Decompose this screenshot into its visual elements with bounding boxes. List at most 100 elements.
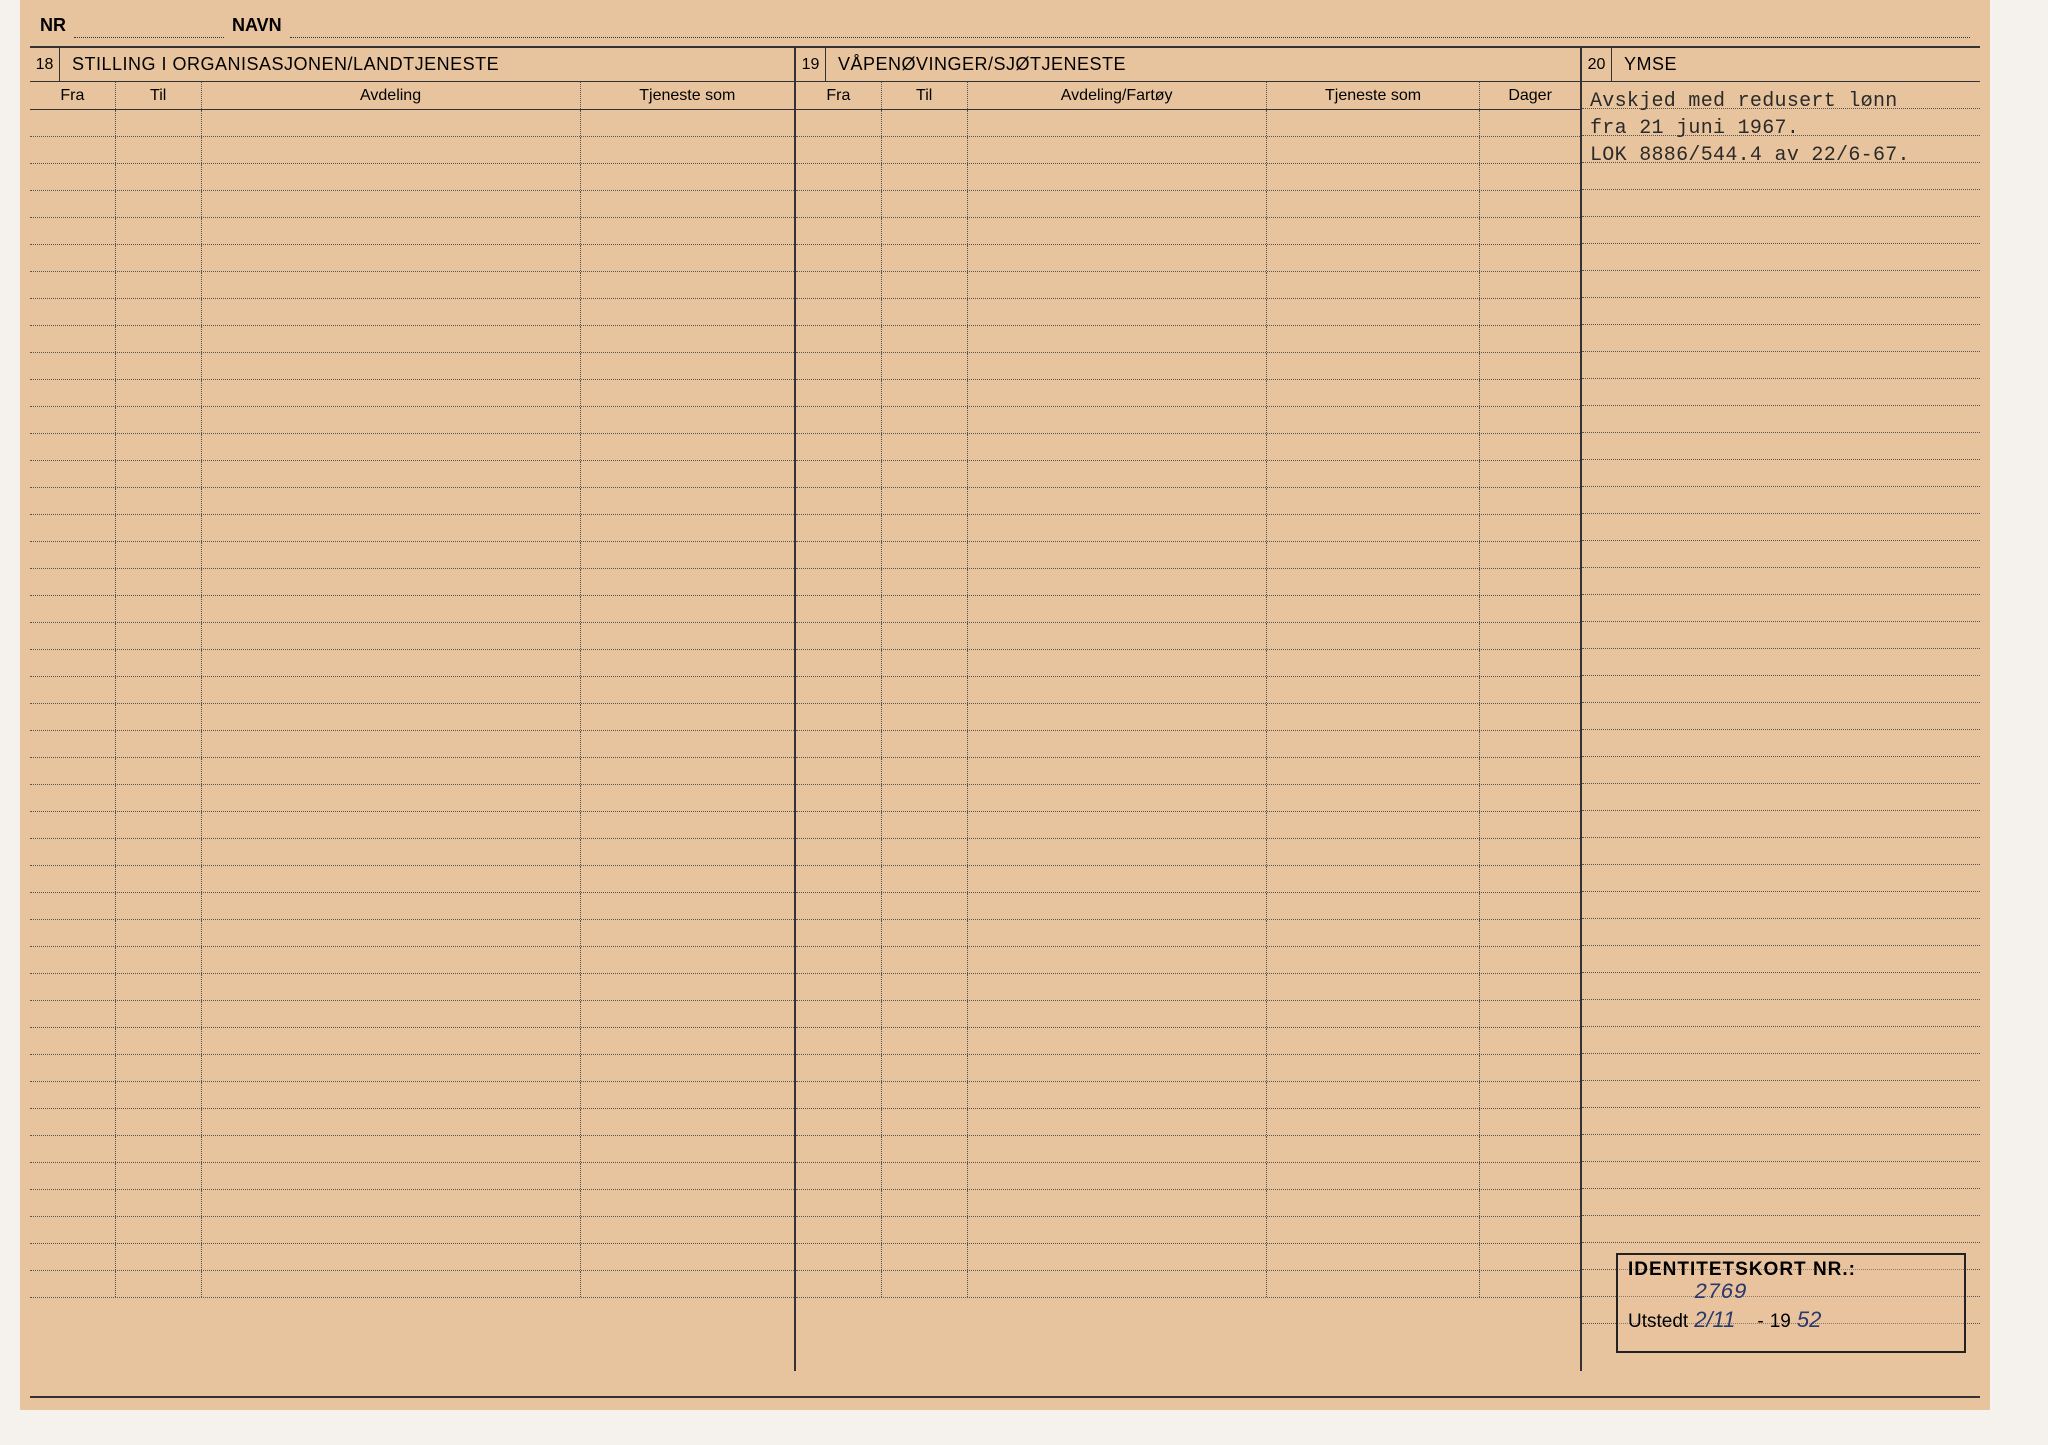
cell	[116, 380, 202, 406]
cell	[1480, 947, 1580, 973]
table-row	[796, 218, 1580, 245]
cell	[1480, 1082, 1580, 1108]
section-20-header: 20 YMSE	[1582, 48, 1980, 82]
cell	[1582, 595, 1980, 621]
cell	[796, 758, 882, 784]
table-row	[1582, 757, 1980, 784]
cell	[1480, 218, 1580, 244]
cell	[796, 1055, 882, 1081]
table-row	[1582, 703, 1980, 730]
table-row	[1582, 325, 1980, 352]
cell	[1480, 380, 1580, 406]
cell	[30, 164, 116, 190]
cell	[581, 191, 794, 217]
cell	[30, 1028, 116, 1054]
table-row	[30, 1136, 794, 1163]
cell	[796, 461, 882, 487]
cell	[30, 218, 116, 244]
cell	[30, 1271, 116, 1297]
cell	[882, 785, 968, 811]
cell	[796, 569, 882, 595]
table-row	[1582, 487, 1980, 514]
cell	[581, 812, 794, 838]
cell	[968, 1001, 1267, 1027]
table-row	[1582, 190, 1980, 217]
cell	[796, 1001, 882, 1027]
table-row	[796, 731, 1580, 758]
cell	[796, 677, 882, 703]
cell	[581, 1082, 794, 1108]
cell	[1267, 1136, 1480, 1162]
cell	[968, 1163, 1267, 1189]
cell	[968, 461, 1267, 487]
cell	[116, 704, 202, 730]
cell	[796, 353, 882, 379]
cell	[1480, 1271, 1580, 1297]
identity-card-box: IDENTITETSKORT NR.: 2769 Utstedt 2/11 - …	[1616, 1253, 1966, 1353]
section-20-rows: Avskjed med redusert lønn fra 21 juni 19…	[1582, 82, 1980, 1371]
cell	[116, 785, 202, 811]
cell	[1267, 866, 1480, 892]
table-row	[796, 407, 1580, 434]
cell	[30, 1136, 116, 1162]
table-row	[796, 515, 1580, 542]
cell	[202, 299, 581, 325]
cell	[796, 1190, 882, 1216]
table-row	[1582, 352, 1980, 379]
cell	[116, 137, 202, 163]
table-row	[796, 704, 1580, 731]
cell	[882, 650, 968, 676]
table-row	[30, 731, 794, 758]
cell	[968, 353, 1267, 379]
cell	[796, 218, 882, 244]
cell	[30, 461, 116, 487]
cell	[30, 137, 116, 163]
cell	[1267, 623, 1480, 649]
cell	[202, 326, 581, 352]
cell	[581, 488, 794, 514]
table-row	[30, 1055, 794, 1082]
cell	[1582, 919, 1980, 945]
cell	[882, 677, 968, 703]
cell	[968, 1082, 1267, 1108]
table-row	[30, 704, 794, 731]
table-row	[1582, 784, 1980, 811]
table-row	[30, 272, 794, 299]
table-row	[796, 1163, 1580, 1190]
cell	[30, 380, 116, 406]
table-row	[796, 353, 1580, 380]
cell	[202, 110, 581, 136]
cell	[796, 596, 882, 622]
cell	[1267, 1001, 1480, 1027]
cell	[30, 947, 116, 973]
utstedt-value: 2/11	[1694, 1307, 1735, 1333]
cell	[116, 299, 202, 325]
cell	[1480, 785, 1580, 811]
cell	[116, 353, 202, 379]
cell	[30, 839, 116, 865]
table-row	[796, 1217, 1580, 1244]
cell	[968, 1055, 1267, 1081]
table-row	[1582, 595, 1980, 622]
cell	[30, 1109, 116, 1135]
cell	[1582, 1135, 1980, 1161]
cell	[1480, 1217, 1580, 1243]
table-row	[796, 596, 1580, 623]
cell	[581, 380, 794, 406]
cell	[1267, 1190, 1480, 1216]
cell	[116, 758, 202, 784]
cell	[1267, 758, 1480, 784]
cell	[581, 1109, 794, 1135]
table-row	[30, 1082, 794, 1109]
cell	[882, 1136, 968, 1162]
cell	[882, 1109, 968, 1135]
cell	[1480, 488, 1580, 514]
cell	[1480, 974, 1580, 1000]
cell	[116, 407, 202, 433]
cell	[116, 461, 202, 487]
cell	[796, 380, 882, 406]
cell	[30, 1163, 116, 1189]
cell	[968, 758, 1267, 784]
cell	[1267, 1271, 1480, 1297]
cell	[882, 542, 968, 568]
